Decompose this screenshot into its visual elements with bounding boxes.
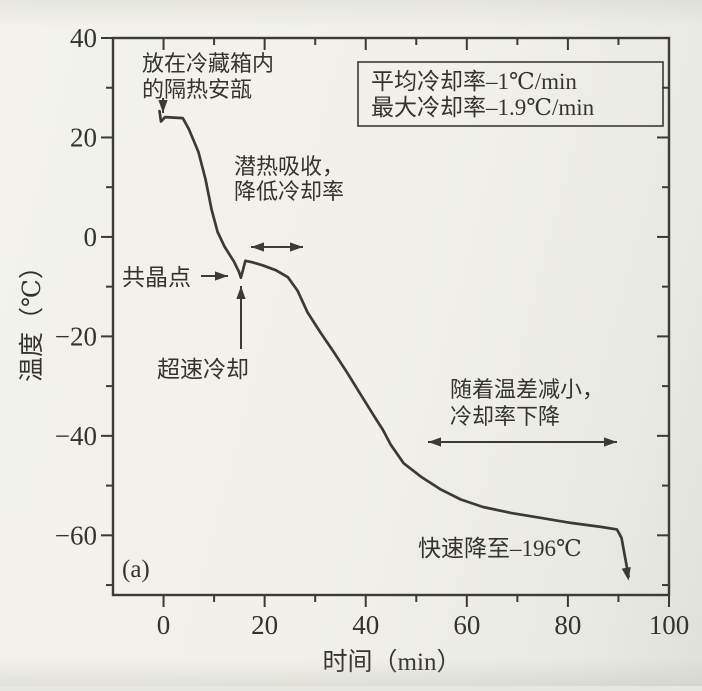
y-tick-label: −60 bbox=[55, 520, 97, 550]
y-tick-label: −20 bbox=[55, 321, 97, 351]
annotation-text: 超速冷却 bbox=[157, 357, 249, 382]
panel-label-text: (a) bbox=[122, 556, 150, 583]
annotation-text: 随着温差减小， bbox=[450, 377, 604, 402]
annotation-supercool: 超速冷却 bbox=[157, 357, 249, 382]
y-axis-title: 温度（℃） bbox=[18, 254, 46, 382]
annotation-text: 潜热吸收， bbox=[234, 154, 344, 179]
x-axis-title: 时间（min） bbox=[323, 648, 462, 676]
legend-line-1: 平均冷却率–1℃/min bbox=[371, 69, 577, 94]
annotation-latent: 潜热吸收，降低冷却率 bbox=[234, 154, 344, 204]
y-tick-label: 40 bbox=[70, 23, 97, 53]
x-tick-labels: 0 20 40 60 80 100 bbox=[157, 610, 689, 640]
x-tick-label: 80 bbox=[554, 610, 581, 640]
annotation-arrows bbox=[158, 98, 617, 447]
y-tick-labels: 40 20 0 −20 −40 −60 bbox=[55, 23, 97, 550]
x-tick-label: 60 bbox=[453, 610, 480, 640]
axes bbox=[111, 36, 671, 597]
x-tick-label: 20 bbox=[251, 610, 278, 640]
annotation-text: 降低冷却率 bbox=[234, 179, 344, 204]
x-tick-label: 100 bbox=[649, 610, 690, 640]
panel-label: (a) bbox=[122, 556, 150, 583]
legend-line-2: 最大冷却率–1.9℃/min bbox=[371, 95, 595, 120]
annotation-text: 快速降至–196℃ bbox=[418, 536, 582, 561]
y-tick-label: −40 bbox=[55, 421, 97, 451]
cooling-curve bbox=[158, 109, 631, 581]
x-tick-label: 0 bbox=[157, 610, 171, 640]
annotation-eutectic: 共晶点 bbox=[122, 265, 191, 290]
y-tick-label: 0 bbox=[84, 222, 98, 252]
axis-ticks bbox=[101, 37, 670, 607]
annotation-rapid: 快速降至–196℃ bbox=[418, 536, 582, 561]
x-tick-label: 40 bbox=[352, 610, 379, 640]
annotation-text: 的隔热安瓿 bbox=[142, 77, 252, 102]
y-tick-label: 20 bbox=[70, 122, 97, 152]
annotation-text: 放在冷藏箱内 bbox=[142, 51, 274, 76]
annotation-text: 共晶点 bbox=[122, 265, 191, 290]
annotation-temp-diff: 随着温差减小，冷却率下降 bbox=[450, 377, 604, 429]
annotation-text: 冷却率下降 bbox=[450, 404, 560, 429]
axis-titles: 时间（min） 温度（℃） bbox=[18, 254, 461, 676]
